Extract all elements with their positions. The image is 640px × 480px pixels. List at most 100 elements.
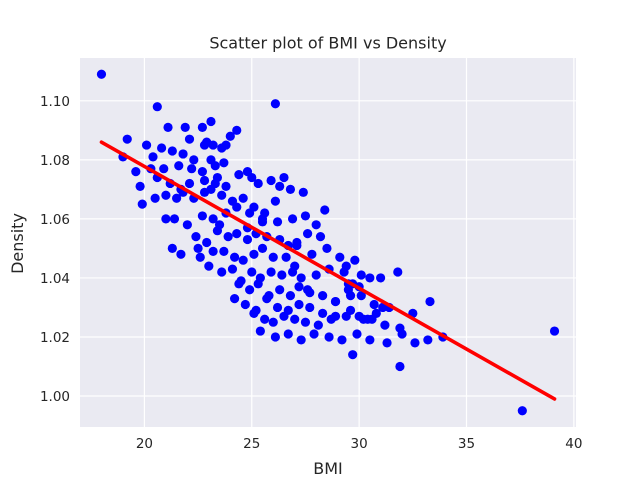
data-point: [305, 302, 315, 313]
data-point: [315, 231, 326, 242]
data-point: [300, 317, 311, 327]
data-point: [363, 314, 373, 324]
data-point: [330, 296, 341, 307]
data-point: [232, 125, 242, 135]
data-point: [208, 140, 218, 150]
data-point: [348, 350, 358, 360]
data-point: [253, 279, 263, 289]
data-point: [279, 172, 289, 183]
data-point: [159, 164, 169, 174]
data-point: [161, 190, 171, 200]
data-point: [303, 229, 313, 239]
chart-title: Scatter plot of BMI vs Density: [209, 34, 446, 53]
x-tick-label: 35: [458, 436, 475, 452]
data-point: [174, 161, 184, 171]
data-point: [272, 217, 283, 227]
y-axis-label: Density: [8, 213, 27, 274]
data-point: [225, 131, 235, 141]
data-point: [208, 214, 218, 224]
data-point: [150, 193, 160, 203]
data-point: [395, 361, 405, 372]
data-point: [189, 155, 199, 165]
data-point: [292, 240, 302, 251]
data-point: [161, 214, 171, 224]
data-point: [131, 167, 141, 177]
data-point: [382, 338, 392, 348]
data-point: [285, 184, 296, 194]
data-point: [266, 267, 276, 277]
data-point: [352, 329, 362, 339]
data-point: [549, 326, 560, 336]
y-tick-label: 1.04: [40, 271, 70, 287]
x-tick-label: 30: [351, 436, 368, 452]
data-point: [184, 134, 195, 144]
data-point: [232, 202, 242, 212]
x-axis-label: BMI: [313, 459, 343, 478]
data-point: [354, 311, 364, 321]
y-tick-label: 1.10: [40, 94, 70, 110]
data-point: [202, 237, 212, 248]
data-point: [275, 181, 285, 192]
data-point: [242, 234, 253, 245]
data-point: [324, 332, 334, 342]
data-point: [234, 279, 244, 289]
data-point: [277, 270, 287, 280]
data-point: [217, 190, 227, 200]
data-point: [182, 220, 192, 230]
data-point: [350, 255, 360, 265]
data-point: [234, 170, 244, 180]
data-point: [238, 193, 248, 203]
data-point: [298, 187, 308, 197]
x-tick-label: 25: [243, 436, 260, 452]
data-point: [393, 267, 403, 277]
data-point: [223, 231, 233, 242]
data-point: [253, 178, 263, 189]
data-point: [275, 285, 285, 295]
data-point: [221, 181, 231, 192]
data-point: [195, 252, 205, 262]
tick-labels: 20 25 30 35 40 1.00 1.02 1.04 1.06 1.08 1.10: [40, 94, 583, 452]
data-point: [156, 143, 167, 153]
data-point: [193, 243, 203, 254]
data-point: [169, 214, 180, 224]
data-point: [197, 167, 207, 177]
data-point: [178, 149, 188, 159]
data-point: [167, 243, 177, 254]
data-point: [232, 229, 242, 239]
data-point: [135, 181, 145, 192]
data-point: [257, 243, 268, 254]
data-point: [172, 193, 182, 203]
data-point: [290, 261, 300, 271]
data-point: [266, 175, 276, 186]
data-point: [247, 267, 257, 277]
data-point: [270, 332, 280, 342]
data-point: [187, 164, 197, 174]
data-point: [260, 314, 270, 324]
data-point: [341, 311, 351, 321]
data-point: [296, 273, 306, 283]
data-point: [285, 291, 296, 301]
data-point: [279, 311, 289, 321]
data-point: [320, 205, 330, 215]
data-point: [294, 282, 304, 292]
data-point: [152, 102, 162, 112]
data-point: [268, 252, 278, 262]
data-point: [167, 146, 177, 156]
data-point: [335, 252, 345, 262]
y-tick-label: 1.06: [40, 212, 70, 228]
data-point: [290, 314, 300, 324]
data-point: [369, 299, 379, 310]
data-point: [208, 246, 218, 256]
regression-line: [99, 140, 557, 401]
data-point: [339, 267, 349, 277]
data-point: [345, 291, 356, 301]
data-point: [122, 134, 132, 144]
data-point: [356, 291, 366, 301]
data-point: [281, 252, 291, 262]
x-tick-label: 40: [565, 436, 582, 452]
data-point: [191, 231, 201, 242]
data-point: [206, 116, 216, 127]
data-point: [313, 320, 323, 330]
data-point: [245, 285, 255, 295]
